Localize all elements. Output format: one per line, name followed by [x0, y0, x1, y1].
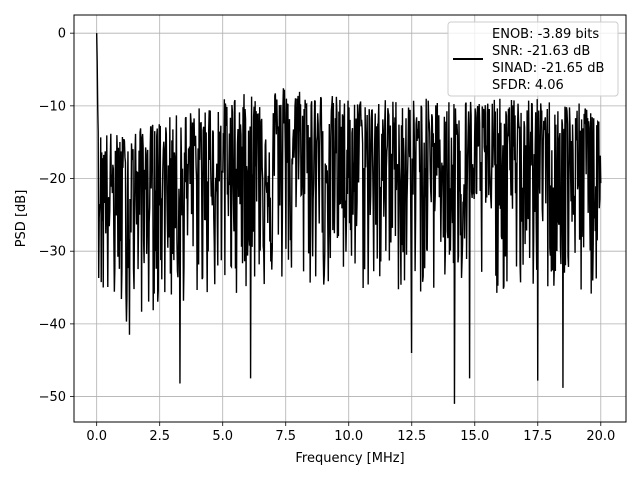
x-tick-label: 15.0 [460, 429, 489, 444]
x-tick-label: 7.5 [275, 429, 296, 444]
legend-entry-snr: SNR: -21.63 dB [492, 44, 590, 59]
y-tick-label: −10 [39, 99, 66, 114]
y-tick-label: −20 [39, 172, 66, 187]
x-tick-label: 0.0 [86, 429, 107, 444]
y-axis-label: PSD [dB] [14, 190, 29, 248]
y-tick-label: 0 [58, 27, 66, 42]
psd-series-line [95, 33, 602, 404]
x-tick-label: 12.5 [397, 429, 426, 444]
x-tick-label: 20.0 [586, 429, 615, 444]
legend-entry-sfdr: SFDR: 4.06 [492, 78, 564, 93]
y-tick-label: −30 [39, 245, 66, 260]
x-tick-label: 17.5 [523, 429, 552, 444]
y-tick-label: −40 [39, 317, 66, 332]
y-axis: 0 −10 −20 −30 −40 −50 [39, 27, 74, 405]
legend-entry-enob: ENOB: -3.89 bits [492, 27, 599, 42]
legend-entry-sinad: SINAD: -21.65 dB [492, 61, 604, 76]
legend-box [447, 21, 619, 97]
legend: ENOB: -3.89 bits SNR: -21.63 dB SINAD: -… [447, 21, 619, 97]
series-line-group [95, 33, 602, 404]
x-tick-label: 10.0 [334, 429, 363, 444]
x-tick-label: 5.0 [212, 429, 233, 444]
x-axis-label: Frequency [MHz] [295, 451, 404, 466]
x-axis: 0.0 2.5 5.0 7.5 10.0 12.5 15.0 17.5 20.0 [86, 422, 615, 444]
x-tick-label: 2.5 [149, 429, 170, 444]
y-tick-label: −50 [39, 390, 66, 405]
plot-frame [73, 14, 627, 423]
